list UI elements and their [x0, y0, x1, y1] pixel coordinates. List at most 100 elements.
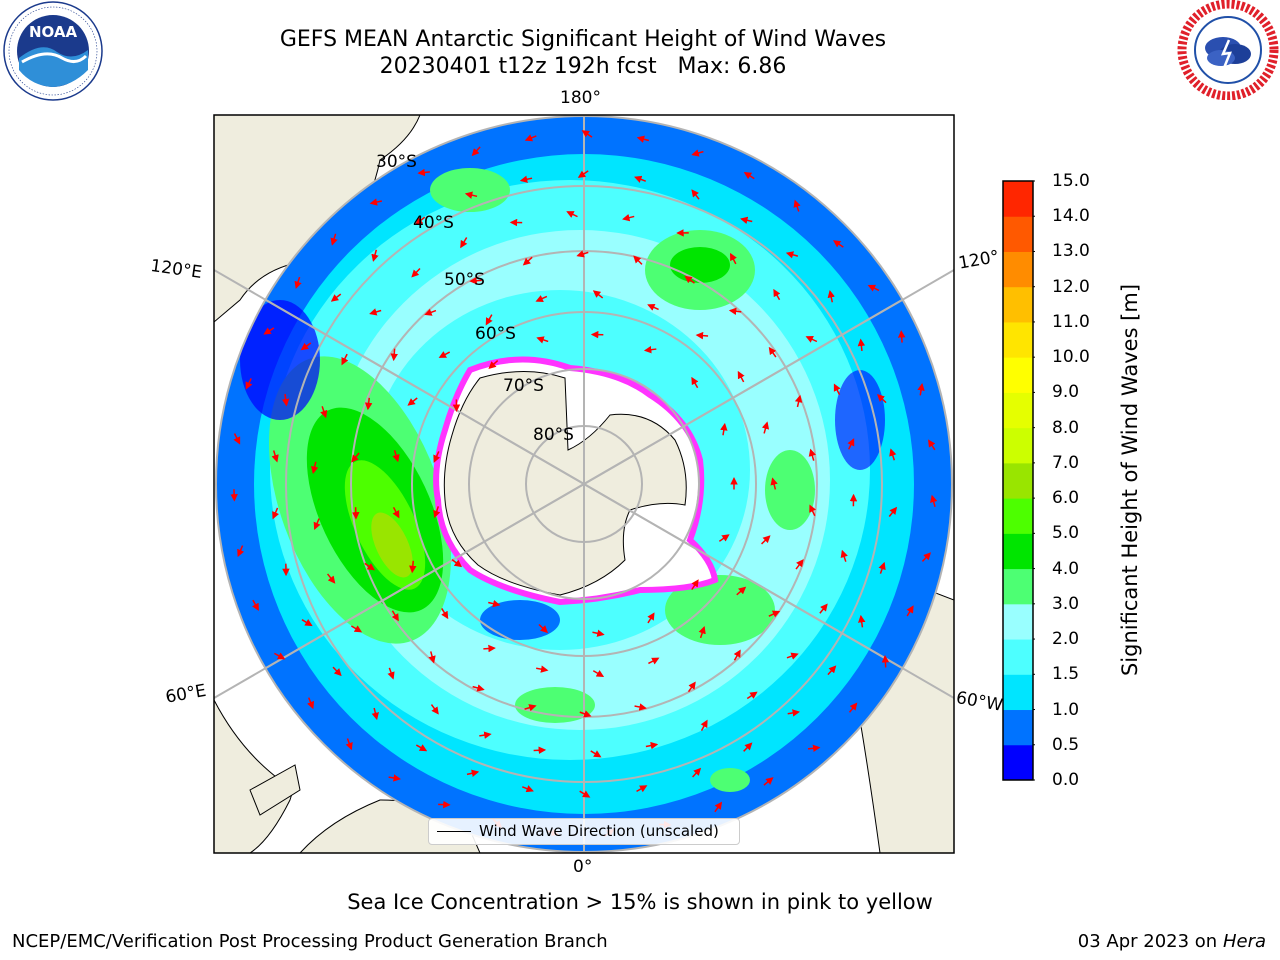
nws-logo	[1177, 0, 1279, 100]
wave-direction-arrow	[438, 351, 451, 358]
legend-line-swatch	[437, 831, 471, 832]
colorbar-tick-label: 14.0	[1052, 206, 1090, 227]
colorbar-label: Significant Height of Wind Waves [m]	[1118, 283, 1142, 677]
wave-direction-arrow	[858, 614, 866, 628]
credit-line: NCEP/EMC/Verification Post Processing Pr…	[12, 931, 608, 952]
wave-direction-arrow	[433, 506, 441, 519]
wave-direction-arrow	[310, 461, 319, 475]
wave-direction-arrow	[691, 189, 700, 200]
wave-direction-arrow	[369, 198, 383, 206]
colorbar-tick-label: 15.0	[1052, 171, 1090, 191]
wave-direction-arrow	[736, 586, 747, 596]
wave-direction-arrow	[794, 394, 803, 408]
wave-direction-arrow	[718, 534, 730, 542]
wave-direction-arrow	[692, 767, 702, 778]
wave-direction-arrow	[889, 448, 897, 461]
wave-direction-arrow	[795, 559, 804, 570]
wave-direction-arrow	[332, 666, 342, 677]
wave-direction-arrow	[464, 191, 478, 199]
wave-direction-arrow	[743, 171, 755, 180]
wave-direction-arrow	[485, 314, 493, 326]
colorbar-band	[1003, 462, 1033, 499]
map-frame	[213, 114, 955, 854]
wave-direction-arrow	[392, 450, 400, 463]
lat-label-80s: 80°S	[533, 425, 574, 445]
wave-direction-arrow	[524, 134, 537, 142]
colorbar-band	[1003, 603, 1033, 640]
wave-direction-arrow	[691, 149, 704, 157]
wave-direction-arrow	[592, 290, 604, 299]
wave-direction-arrow	[466, 769, 480, 777]
wave-direction-arrow	[364, 562, 376, 571]
colorbar-tick-label: 9.0	[1052, 382, 1080, 403]
wave-direction-arrow	[371, 707, 379, 721]
wind-wave-arrows	[230, 130, 938, 838]
wave-direction-arrow	[840, 549, 848, 562]
wave-direction-arrow	[785, 251, 799, 259]
wave-direction-arrow	[451, 559, 463, 568]
sea-ice-note: Sea Ice Concentration > 15% is shown in …	[347, 890, 933, 914]
wave-direction-arrow	[622, 213, 635, 222]
wave-direction-arrow	[271, 450, 279, 463]
wave-direction-arrow	[301, 619, 313, 627]
lat-label-60s: 60°S	[475, 324, 516, 344]
land-madagascar	[249, 764, 301, 816]
wave-direction-arrow	[807, 744, 821, 753]
wave-direction-arrow	[733, 649, 741, 661]
wave-direction-arrow	[881, 654, 890, 668]
wave-direction-arrow	[928, 439, 936, 451]
wave-direction-arrow	[411, 268, 421, 278]
colorbar-band	[1003, 709, 1033, 746]
wave-direction-arrow	[737, 370, 745, 383]
colorbar-band	[1003, 181, 1033, 217]
wave-direction-arrow	[307, 697, 315, 710]
wave-direction-arrow	[392, 506, 400, 519]
colorbar-tick-label: 10.0	[1052, 347, 1090, 368]
wave-direction-arrow	[538, 623, 549, 634]
wave-direction-arrow	[488, 599, 501, 608]
wave-direction-arrow	[252, 599, 259, 612]
wave-direction-arrow	[832, 240, 844, 248]
wave-direction-arrow	[847, 438, 855, 450]
wave-direction-arrow	[684, 275, 695, 284]
wave-direction-arrow	[519, 175, 533, 183]
wave-direction-arrow	[793, 199, 801, 212]
wave-direction-arrow	[761, 535, 771, 545]
wave-direction-arrow	[391, 610, 399, 622]
wave-direction-arrow	[579, 790, 591, 798]
wave-direction-arrow	[566, 211, 578, 218]
wave-direction-arrow	[746, 691, 758, 700]
wave-direction-arrow	[805, 335, 818, 343]
colorbar-band	[1003, 357, 1033, 393]
wave-direction-arrow	[643, 345, 657, 354]
wave-direction-arrow	[720, 422, 728, 436]
wave-direction-arrow	[634, 703, 647, 711]
colorbar-band	[1003, 744, 1033, 781]
wave-direction-arrow	[695, 331, 709, 340]
map-legend: Wind Wave Direction (unscaled)	[428, 818, 740, 845]
wave-direction-arrow	[634, 175, 647, 183]
wave-direction-arrow	[878, 561, 886, 574]
wave-direction-arrow	[728, 307, 742, 315]
wave-direction-arrow	[906, 605, 914, 617]
wave-direction-arrow	[700, 719, 708, 731]
wave-direction-arrow	[351, 452, 360, 463]
wave-direction-arrow	[441, 608, 449, 620]
wave-direction-arrow	[536, 665, 549, 673]
wave-direction-arrow	[768, 610, 781, 618]
wave-direction-arrow	[407, 397, 418, 406]
wave-direction-arrow	[808, 448, 816, 461]
wave-direction-arrow	[773, 288, 781, 301]
wave-direction-arrow	[320, 406, 328, 419]
wave-direction-arrow	[409, 560, 417, 574]
wave-direction-arrow	[326, 573, 336, 584]
wave-direction-arrow	[867, 284, 880, 292]
colorbar-band	[1003, 533, 1033, 570]
wave-direction-arrow	[645, 741, 659, 750]
lat-label-70s: 70°S	[503, 376, 544, 396]
colorbar-tick-label: 5.0	[1052, 523, 1080, 544]
wave-direction-arrow	[809, 504, 817, 517]
wave-direction-arrow	[522, 785, 534, 793]
wave-direction-arrow	[698, 626, 706, 639]
colorbar-band	[1003, 427, 1033, 464]
